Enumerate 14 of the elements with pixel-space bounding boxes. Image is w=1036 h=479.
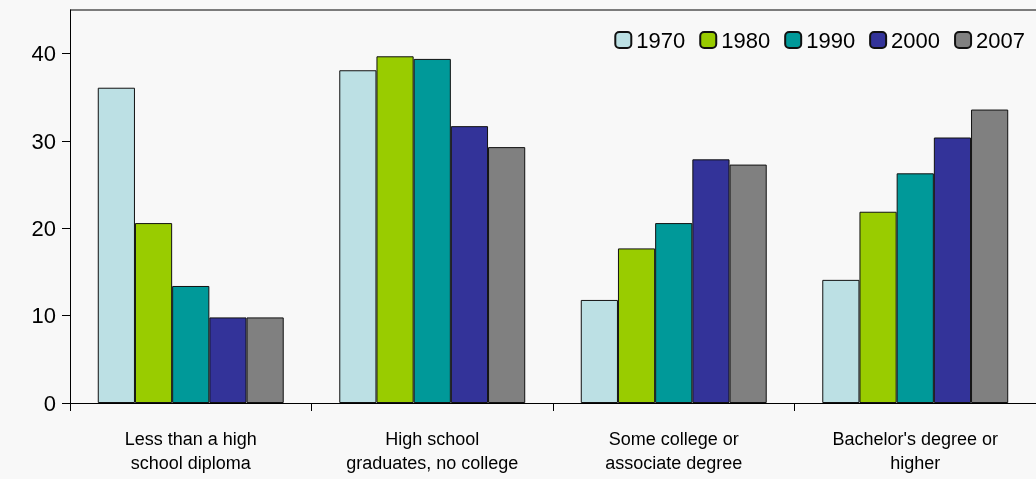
legend-label: 1980 [721, 27, 771, 53]
legend-label: 2000 [891, 27, 941, 53]
x-tick-label: Some college or associate degree [605, 429, 743, 473]
y-tick-label: 20 [31, 215, 56, 241]
y-tick-label: 30 [31, 128, 56, 154]
x-tick-label: Less than a high school diploma [124, 429, 257, 473]
legend-label: 2007 [976, 27, 1026, 53]
legend-label: 1970 [636, 27, 686, 53]
legend-label: 1990 [806, 27, 856, 53]
y-tick-label: 10 [31, 303, 56, 329]
x-tick-label: Bachelor's degree or higher [832, 429, 999, 473]
y-tick-label: 40 [31, 41, 56, 67]
x-tick-label: High school graduates, no college [346, 429, 519, 473]
y-tick-label: 0 [43, 390, 56, 416]
